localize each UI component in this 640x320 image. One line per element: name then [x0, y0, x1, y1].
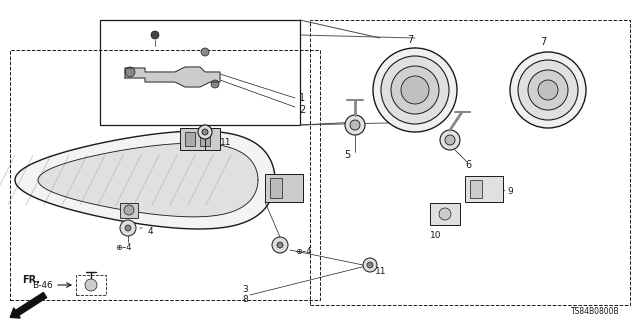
FancyArrow shape	[10, 292, 47, 318]
Circle shape	[391, 66, 439, 114]
Polygon shape	[125, 67, 220, 87]
Bar	[430, 203, 460, 225]
Circle shape	[350, 120, 360, 130]
Circle shape	[381, 56, 449, 124]
Circle shape	[211, 80, 219, 88]
Polygon shape	[15, 131, 275, 229]
Polygon shape	[38, 143, 258, 217]
Bar	[10, 50, 320, 300]
Text: 1: 1	[299, 93, 305, 103]
Circle shape	[401, 76, 429, 104]
Circle shape	[445, 135, 455, 145]
Circle shape	[120, 220, 136, 236]
Bar	[76, 275, 106, 295]
Circle shape	[373, 48, 457, 132]
Circle shape	[367, 262, 373, 268]
Text: 2: 2	[299, 105, 305, 115]
Bar	[310, 20, 630, 305]
Circle shape	[538, 80, 558, 100]
Circle shape	[201, 48, 209, 56]
Text: 8: 8	[243, 295, 248, 305]
Text: 10: 10	[430, 230, 442, 239]
Bar	[270, 178, 282, 198]
Text: TS84B0800B: TS84B0800B	[572, 308, 620, 316]
Bar	[185, 132, 195, 146]
Circle shape	[528, 70, 568, 110]
Text: 7: 7	[407, 35, 413, 45]
Text: ⊕–4: ⊕–4	[115, 244, 131, 252]
Text: FR.: FR.	[22, 275, 40, 285]
Text: B-46: B-46	[32, 281, 52, 290]
Circle shape	[345, 115, 365, 135]
Circle shape	[440, 130, 460, 150]
Text: 5: 5	[344, 150, 350, 160]
Text: 9: 9	[507, 188, 513, 196]
Text: 4: 4	[148, 227, 154, 236]
Text: 7: 7	[540, 37, 547, 47]
Circle shape	[124, 205, 134, 215]
Circle shape	[272, 237, 288, 253]
Circle shape	[363, 258, 377, 272]
Text: 11: 11	[375, 268, 387, 276]
Circle shape	[151, 31, 159, 39]
Circle shape	[85, 279, 97, 291]
Bar	[200, 132, 210, 146]
Text: ⊕–4: ⊕–4	[295, 247, 312, 257]
Bar	[265, 174, 303, 202]
Text: 11: 11	[220, 138, 232, 147]
Circle shape	[518, 60, 578, 120]
Circle shape	[510, 52, 586, 128]
Bar	[180, 128, 220, 150]
Circle shape	[125, 67, 135, 77]
Bar	[100, 20, 300, 125]
Text: 6: 6	[465, 160, 471, 170]
Bar	[465, 176, 503, 202]
Circle shape	[439, 208, 451, 220]
Bar	[470, 180, 482, 198]
Circle shape	[198, 125, 212, 139]
Circle shape	[125, 225, 131, 231]
Circle shape	[277, 242, 283, 248]
Circle shape	[202, 129, 208, 135]
Bar	[120, 203, 138, 218]
Text: 3: 3	[243, 285, 248, 294]
